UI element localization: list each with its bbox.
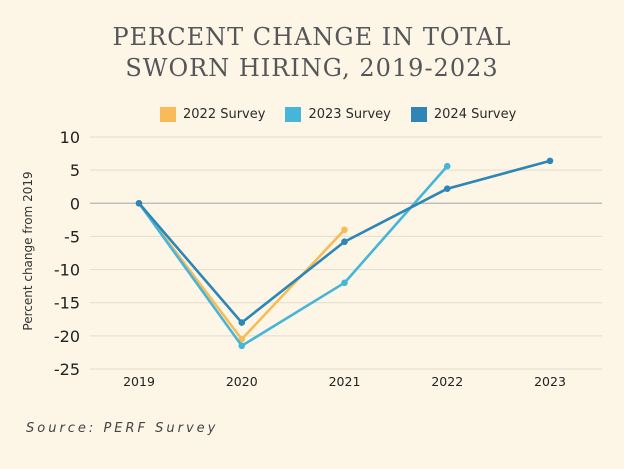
chart-legend: 2022 Survey 2023 Survey 2024 Survey [160, 107, 536, 122]
data-point-2024-survey [135, 199, 143, 207]
y-tick-label: 0 [70, 194, 80, 213]
x-tick-label: 2022 [431, 374, 463, 389]
series-line-2022-survey [137, 201, 346, 341]
y-tick-label: 5 [70, 161, 80, 180]
data-point-2023-survey [341, 279, 348, 287]
y-tick-label: -5 [64, 227, 80, 246]
chart-title-line-2: SWORN HIRING, 2019-2023 [125, 54, 499, 82]
legend-item-2022-survey: 2022 Survey [160, 107, 265, 122]
y-tick-label: 10 [60, 128, 80, 147]
legend-label-2023-survey: 2023 Survey [308, 107, 391, 122]
data-point-2024-survey [546, 157, 554, 165]
data-point-2022-survey [238, 335, 246, 343]
x-tick-label: 2020 [226, 374, 258, 389]
source-note: Source: PERF Survey [26, 421, 219, 436]
y-tick-label: -10 [54, 261, 80, 280]
data-point-2024-survey [238, 319, 246, 326]
series-line-2023-survey [137, 164, 449, 348]
x-tick-label: 2019 [123, 374, 155, 389]
legend-label-2024-survey: 2024 Survey [433, 107, 517, 122]
x-tick-label: 2021 [329, 374, 361, 389]
data-point-2022-survey [341, 226, 348, 234]
y-tick-label: -25 [54, 360, 80, 379]
legend-label-2022-survey: 2022 Survey [183, 107, 266, 122]
legend-swatch-2022-survey [160, 107, 176, 122]
data-point-2023-survey [443, 162, 451, 170]
chart-title-line-1: PERCENT CHANGE IN TOTAL [112, 23, 512, 51]
legend-swatch-2024-survey [410, 107, 427, 122]
chart-title: PERCENT CHANGE IN TOTAL SWORN HIRING, 20… [0, 22, 624, 84]
data-point-2024-survey [341, 238, 348, 246]
y-tick-label: -15 [54, 294, 80, 313]
legend-item-2023-survey: 2023 Survey [285, 107, 391, 122]
x-tick-label: 2023 [534, 374, 566, 389]
data-point-2023-survey [238, 342, 246, 350]
legend-item-2024-survey: 2024 Survey [410, 107, 517, 122]
legend-swatch-2023-survey [285, 107, 302, 122]
y-tick-label: -20 [54, 327, 80, 346]
data-point-2024-survey [443, 185, 451, 193]
